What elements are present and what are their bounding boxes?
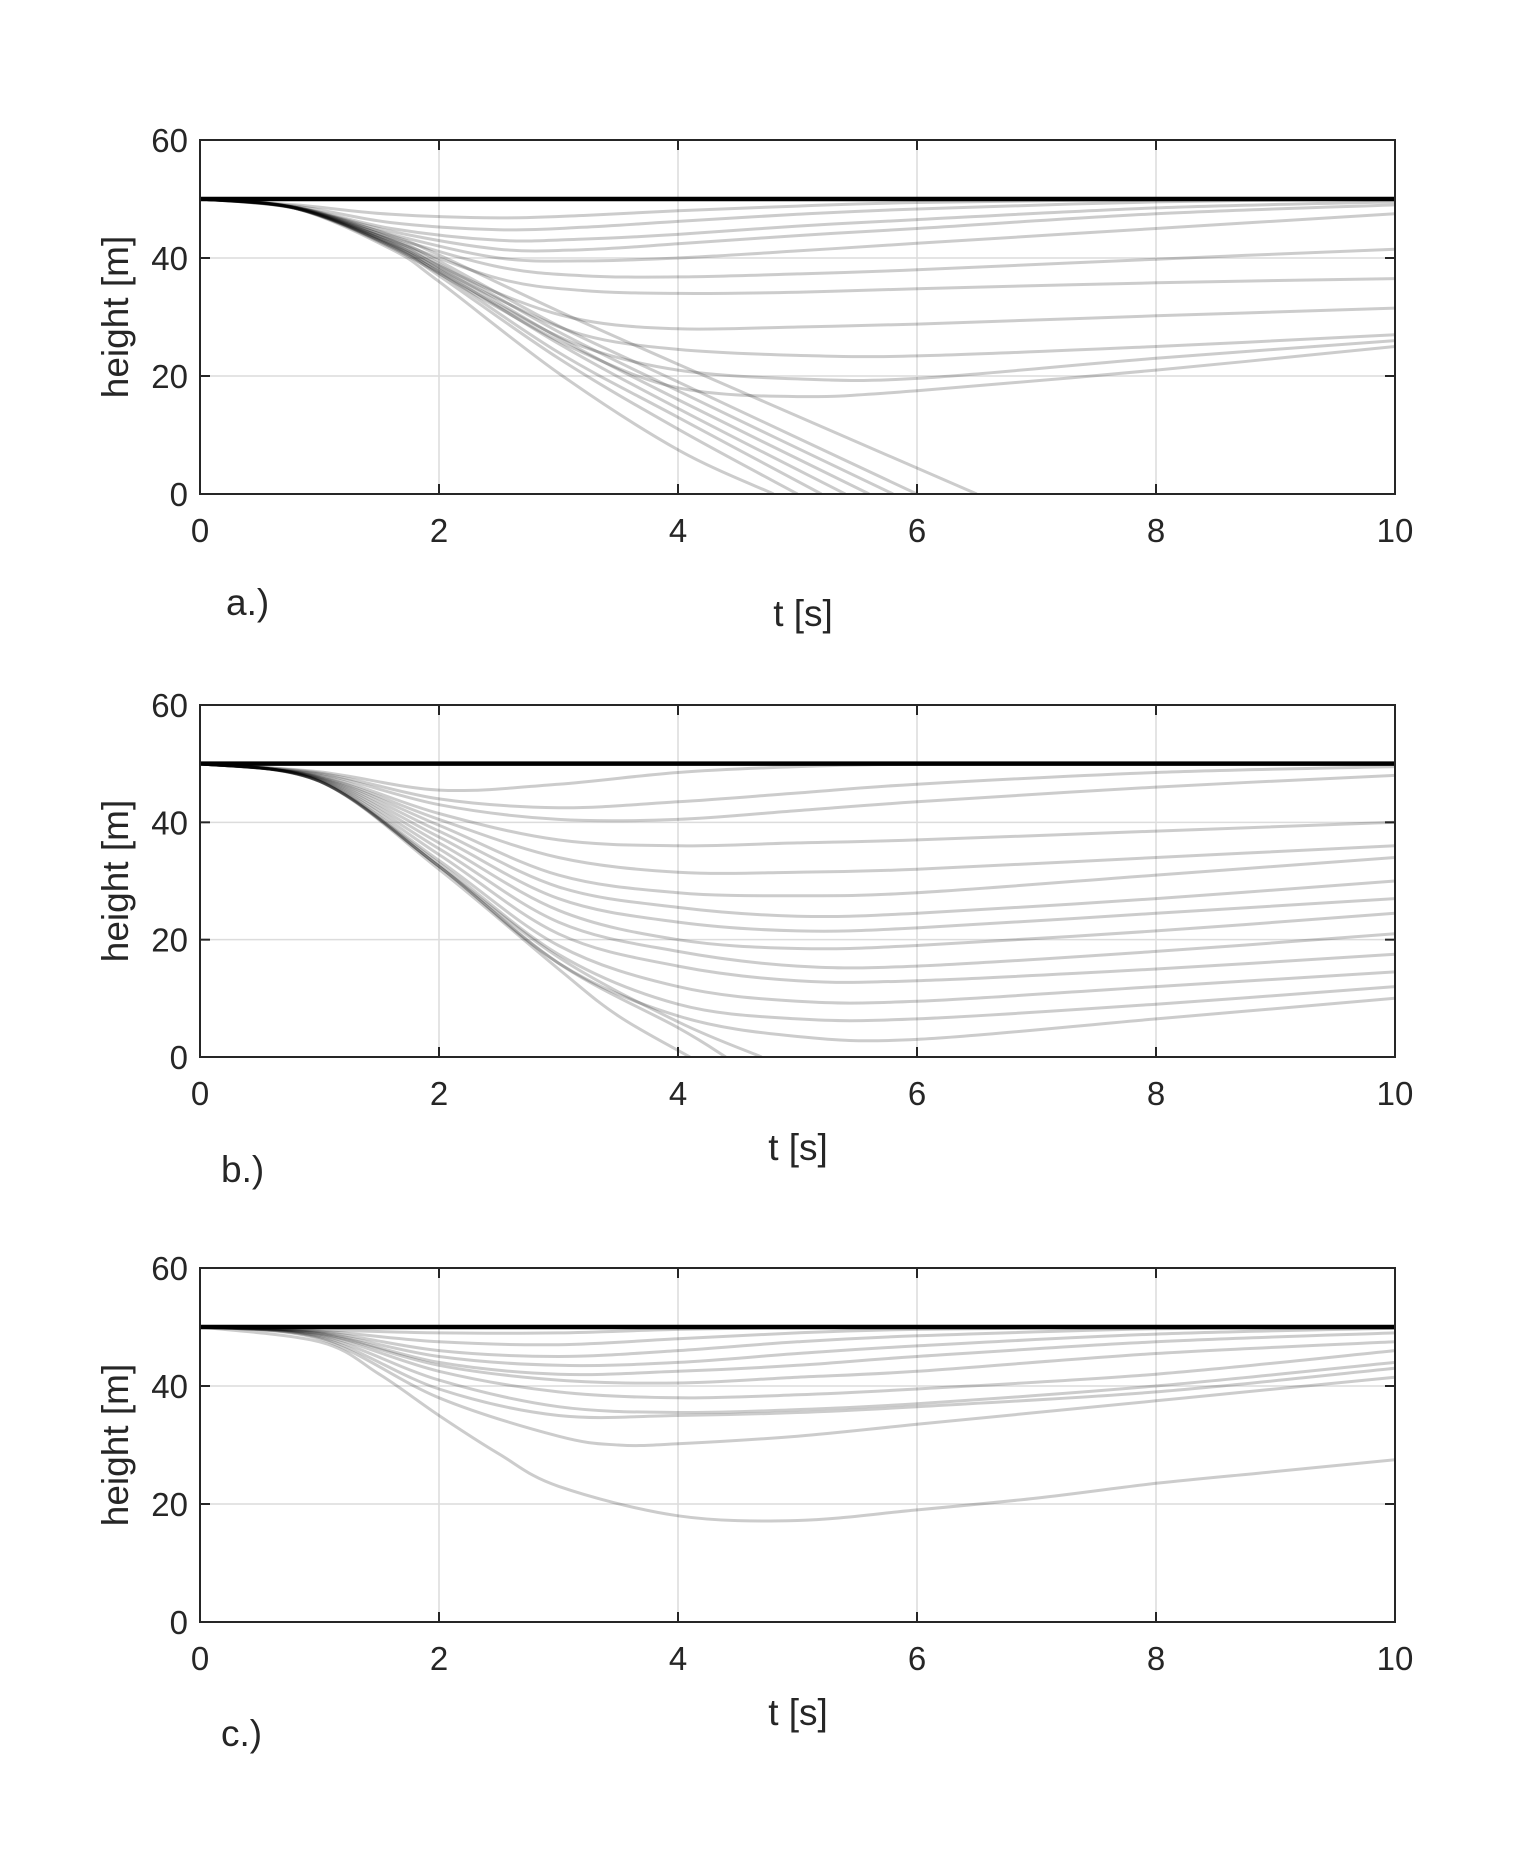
x-tick-label: 4 <box>669 1075 687 1112</box>
trajectory-line <box>200 1325 1395 1400</box>
trajectory-line <box>200 762 727 1057</box>
trajectory-line <box>200 197 1395 382</box>
x-axis-label: t [s] <box>768 1692 828 1733</box>
trajectory-line <box>200 197 799 494</box>
trajectory-line <box>200 197 1395 331</box>
trajectory-line <box>200 197 1395 253</box>
x-tick-label: 0 <box>191 1075 209 1112</box>
y-tick-label: 40 <box>151 1368 188 1405</box>
x-tick-label: 6 <box>908 512 926 549</box>
y-tick-label: 40 <box>151 804 188 841</box>
trajectory-line <box>200 762 1395 1005</box>
trajectory-line <box>200 762 1395 1023</box>
y-tick-label: 60 <box>151 1250 188 1287</box>
y-tick-label: 20 <box>151 1486 188 1523</box>
y-tick-label: 40 <box>151 240 188 277</box>
y-tick-label: 0 <box>170 476 188 513</box>
trajectory-line <box>200 197 918 494</box>
trajectory-line <box>200 762 1395 984</box>
trajectory-line <box>200 1325 1395 1377</box>
y-tick-label: 0 <box>170 1039 188 1076</box>
x-tick-label: 0 <box>191 512 209 549</box>
trajectory-line <box>200 197 1395 263</box>
trajectory-line <box>200 762 1395 933</box>
trajectory-line <box>200 197 1395 399</box>
x-tick-label: 4 <box>669 512 687 549</box>
axes-box <box>199 704 1396 1058</box>
panel-1: 0 2 4 6 8 10 0 20 40 60 t [s] height [m] a.) <box>95 122 1413 634</box>
trajectory-line <box>200 197 1395 295</box>
trajectory-line <box>200 1325 1395 1385</box>
axes-box <box>199 1267 1396 1623</box>
trajectory-line <box>200 197 870 494</box>
trajectory-line <box>200 1325 1395 1415</box>
x-tick-label: 2 <box>430 1075 448 1112</box>
trajectory-line <box>200 762 1395 951</box>
x-tick-label: 6 <box>908 1640 926 1677</box>
x-tick-label: 8 <box>1147 1075 1165 1112</box>
trajectory-line <box>200 762 1395 898</box>
trajectory-line <box>200 762 1395 1043</box>
x-tick-label: 4 <box>669 1640 687 1677</box>
trajectories <box>200 1324 1395 1523</box>
x-tick-label: 0 <box>191 1640 209 1677</box>
y-axis-label: height [m] <box>95 1364 136 1526</box>
trajectory-line <box>200 1325 1395 1368</box>
x-tick-label: 10 <box>1377 512 1414 549</box>
x-tick-label: 10 <box>1377 1640 1414 1677</box>
trajectory-line <box>200 762 1395 823</box>
trajectory-line <box>200 762 1395 848</box>
y-tick-label: 60 <box>151 122 188 159</box>
x-axis-label: t [s] <box>773 593 833 634</box>
x-tick-label: 6 <box>908 1075 926 1112</box>
panel-label: b.) <box>221 1149 264 1190</box>
trajectory-line <box>200 762 691 1057</box>
trajectory-line <box>200 197 846 494</box>
trajectory-line <box>200 197 1395 232</box>
trajectory-line <box>200 197 775 494</box>
trajectory-line <box>200 197 894 494</box>
x-tick-label: 2 <box>430 1640 448 1677</box>
x-tick-label: 2 <box>430 512 448 549</box>
trajectory-line <box>200 762 1395 810</box>
y-tick-label: 20 <box>151 922 188 959</box>
panel-2: 0 2 4 6 8 10 0 20 40 60 t [s] height [m] b.) <box>95 687 1413 1190</box>
axes-box <box>199 139 1396 495</box>
y-tick-label: 20 <box>151 358 188 395</box>
y-tick-label: 0 <box>170 1604 188 1641</box>
trajectory-line <box>200 197 1395 243</box>
trajectory-line <box>200 762 763 1057</box>
y-axis-label: height [m] <box>95 236 136 398</box>
trajectory-line <box>200 762 1395 970</box>
trajectory-line <box>200 1325 1395 1523</box>
trajectory-line <box>200 1325 1395 1448</box>
trajectory-line <box>200 762 1395 919</box>
y-tick-label: 60 <box>151 687 188 724</box>
trajectory-line <box>200 1325 1395 1420</box>
panel-label: c.) <box>221 1713 262 1754</box>
x-tick-label: 10 <box>1377 1075 1414 1112</box>
x-axis-label: t [s] <box>768 1127 828 1168</box>
y-axis-label: height [m] <box>95 800 136 962</box>
x-tick-label: 8 <box>1147 512 1165 549</box>
panel-3: 0 2 4 6 8 10 0 20 40 60 t [s] height [m] c.) <box>95 1250 1413 1754</box>
trajectories <box>200 196 1395 494</box>
x-tick-label: 8 <box>1147 1640 1165 1677</box>
trajectory-line <box>200 197 823 494</box>
panel-label: a.) <box>226 582 269 623</box>
trajectory-line <box>200 197 978 494</box>
trajectories <box>200 761 1395 1057</box>
trajectory-line <box>200 197 1395 279</box>
trajectory-line <box>200 197 1395 359</box>
trajectory-line <box>200 762 1395 875</box>
